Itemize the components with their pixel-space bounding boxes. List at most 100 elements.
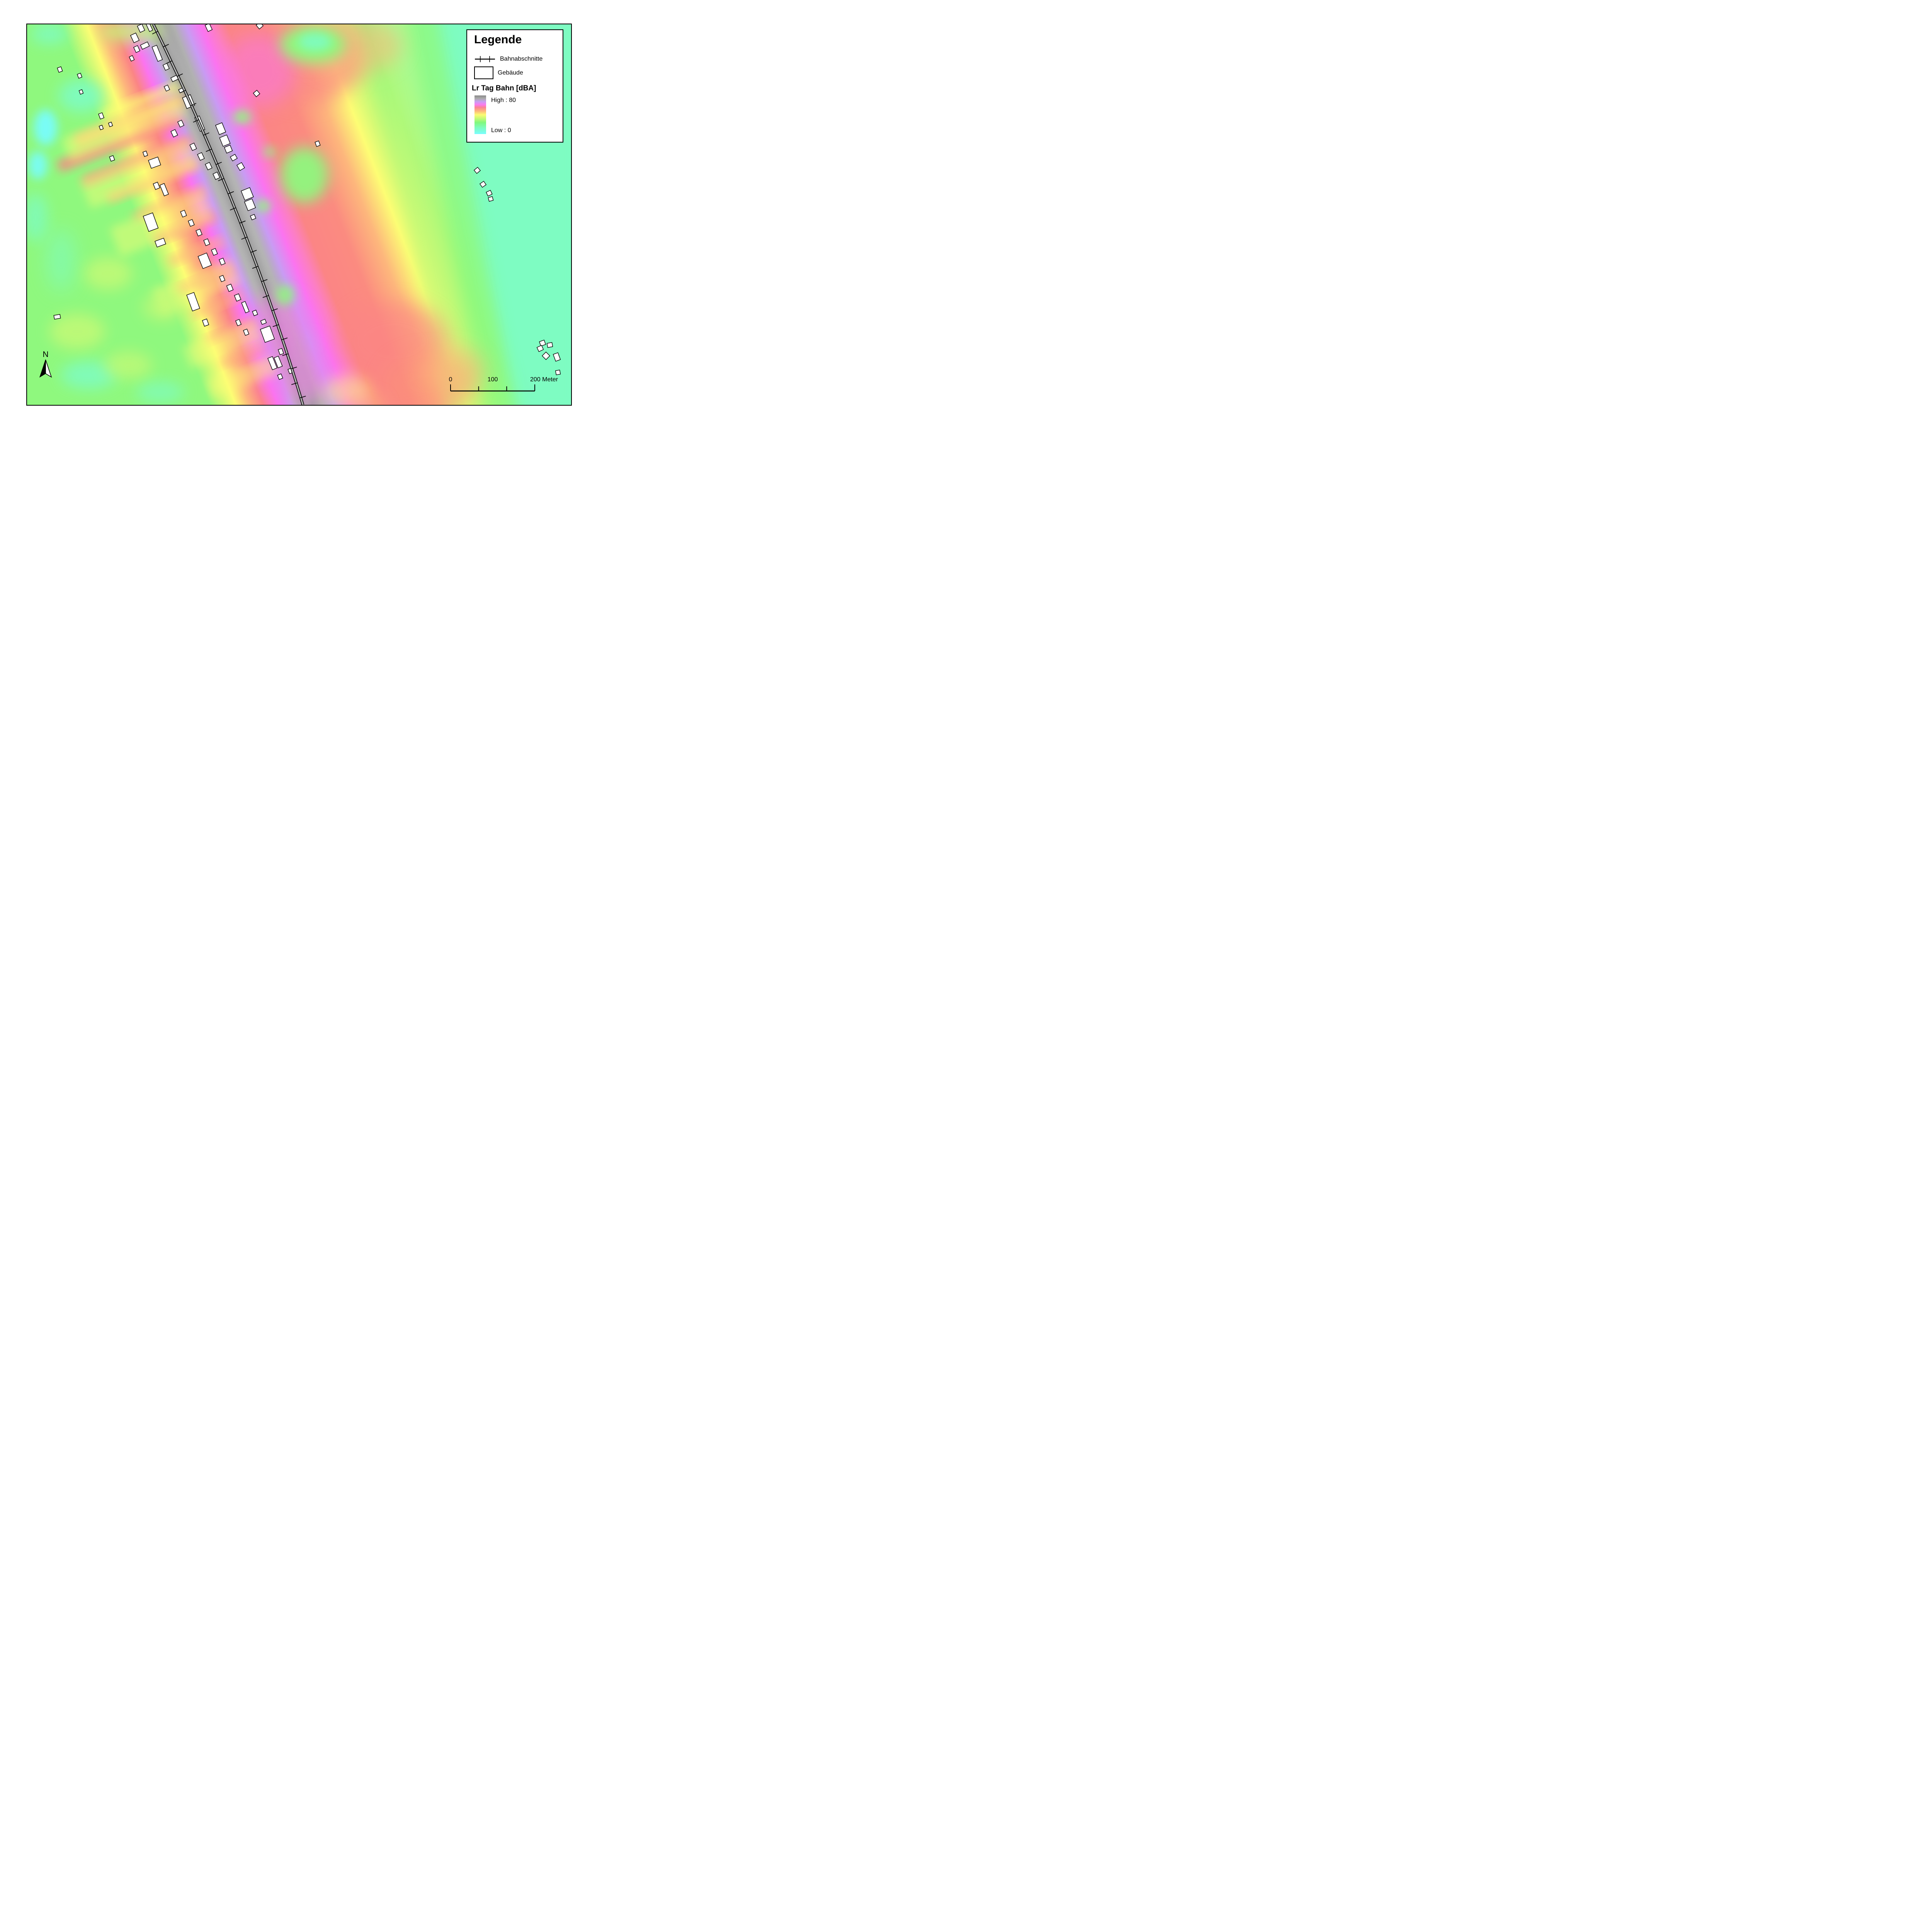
building-footprint <box>145 24 153 32</box>
railway-tick <box>299 396 306 399</box>
railway-tick <box>190 103 197 107</box>
railway-tick <box>215 161 222 165</box>
legend-title: Legende <box>474 33 522 46</box>
north-arrow-label: N <box>43 350 49 359</box>
building-footprint <box>486 190 493 197</box>
building-footprint <box>109 155 115 162</box>
building-footprint <box>555 369 561 376</box>
ramp-low-label: Low : 0 <box>491 127 511 134</box>
building-footprint <box>253 90 260 97</box>
building-footprint <box>315 140 321 147</box>
building-footprint <box>53 314 61 320</box>
building-footprint <box>143 212 159 232</box>
building-footprint <box>277 373 283 380</box>
railway-tick <box>272 324 279 327</box>
building-footprint <box>78 89 84 95</box>
building-footprint <box>142 150 148 157</box>
railway-tick <box>180 90 186 93</box>
building-outline-symbol <box>474 66 493 79</box>
building-footprint <box>224 144 233 154</box>
building-footprint <box>235 319 242 326</box>
scale-label-100: 100 <box>488 376 498 383</box>
building-footprint <box>163 85 170 92</box>
building-footprint <box>252 309 258 316</box>
building-footprint <box>197 152 205 161</box>
building-footprint <box>274 355 283 369</box>
building-footprint <box>473 167 481 174</box>
building-footprint <box>57 66 63 73</box>
building-footprint <box>129 55 135 62</box>
scale-label-200-meter: 200 Meter <box>530 376 558 383</box>
building-footprint <box>278 348 284 355</box>
building-footprint <box>140 41 150 50</box>
building-footprint <box>137 24 145 33</box>
north-arrow-icon <box>39 359 52 378</box>
legend-raster-heading: Lr Tag Bahn [dBA] <box>472 84 536 92</box>
building-footprint <box>267 356 277 370</box>
building-footprint <box>213 172 220 180</box>
railway-tick <box>239 221 246 224</box>
building-footprint <box>197 252 212 269</box>
building-footprint <box>234 293 242 302</box>
railway-tick <box>230 207 236 211</box>
railway-tick <box>203 132 209 136</box>
railway-tick <box>163 44 169 48</box>
railway-tick <box>261 279 268 282</box>
building-footprint <box>189 143 197 151</box>
building-footprint <box>479 181 487 188</box>
building-footprint <box>148 156 161 169</box>
legend-label-gebaeude: Gebäude <box>498 69 523 76</box>
building-footprint <box>219 275 226 282</box>
building-footprint <box>159 183 169 197</box>
building-footprint <box>204 24 213 32</box>
building-footprint <box>241 301 250 313</box>
building-footprint <box>177 119 185 128</box>
building-footprint <box>153 182 160 190</box>
legend-item-bahnabschnitte: Bahnabschnitte <box>474 55 543 63</box>
building-footprint <box>205 162 213 170</box>
building-footprint <box>196 229 202 236</box>
building-footprint <box>155 238 166 248</box>
railway-tick <box>193 119 199 123</box>
railway-tick <box>152 31 158 34</box>
railway-tick <box>241 236 248 240</box>
building-footprint <box>539 340 546 347</box>
building-footprint <box>219 258 226 265</box>
railway-tick <box>218 178 224 181</box>
building-footprint <box>130 32 140 43</box>
scale-bar: 0 100 200 Meter <box>449 376 558 392</box>
railway-tick <box>206 148 212 152</box>
railway-tick <box>291 382 298 385</box>
building-footprint <box>180 210 187 218</box>
buildings-layer <box>53 24 561 380</box>
railway-tick <box>281 337 288 340</box>
legend-label-bahnabschnitte: Bahnabschnitte <box>500 56 543 62</box>
building-footprint <box>151 45 163 62</box>
building-footprint <box>133 45 141 53</box>
railway-tick <box>250 250 257 253</box>
railway-tick <box>290 367 297 369</box>
building-footprint <box>553 352 561 362</box>
building-footprint <box>188 219 195 227</box>
legend-item-gebaeude: Gebäude <box>474 66 523 79</box>
building-footprint <box>536 345 544 352</box>
railway-tick <box>166 60 173 64</box>
railway-tick <box>228 191 234 194</box>
railway-tick <box>271 308 278 311</box>
building-footprint <box>99 125 104 130</box>
building-footprint <box>250 214 257 221</box>
building-footprint <box>542 352 550 360</box>
ramp-high-label: High : 80 <box>491 97 516 104</box>
railway-tick <box>177 73 183 77</box>
building-footprint <box>98 112 104 120</box>
building-footprint <box>244 198 256 211</box>
building-footprint <box>219 134 231 147</box>
building-footprint <box>488 196 494 202</box>
railway-tick <box>252 266 259 269</box>
building-footprint <box>230 154 238 161</box>
building-footprint <box>546 342 553 348</box>
building-footprint <box>215 122 226 135</box>
building-footprint <box>77 73 83 79</box>
building-footprint <box>260 319 267 325</box>
color-ramp <box>474 95 486 134</box>
